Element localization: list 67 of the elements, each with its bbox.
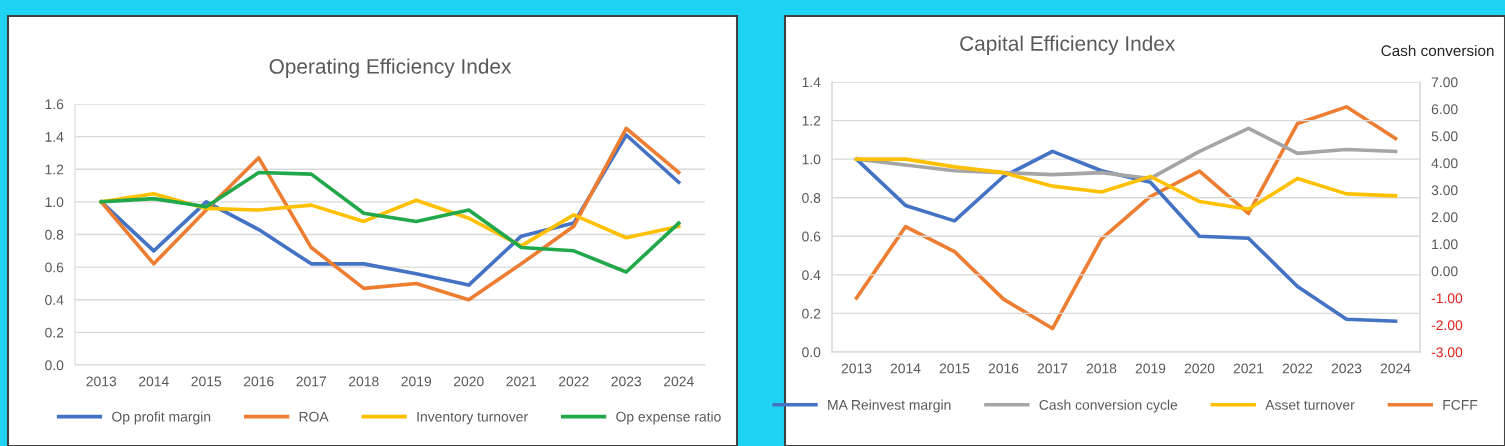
- y2-tick-label: 3.00: [1431, 185, 1458, 196]
- legend-label: Op expense ratio: [616, 411, 721, 425]
- y-tick-label: 1.0: [802, 154, 821, 165]
- y2-tick-label: 1.00: [1432, 239, 1458, 250]
- y-tick-label: 1.2: [45, 164, 64, 175]
- x-tick-label: 2017: [1037, 363, 1068, 374]
- y2-tick-label: 7.00: [1431, 77, 1458, 88]
- x-tick-label: 2016: [244, 376, 274, 387]
- y-tick-label: 1.6: [45, 99, 64, 110]
- y-tick-label: 0.8: [45, 229, 64, 240]
- y-tick-label: 0.4: [802, 270, 821, 281]
- x-tick-label: 2022: [559, 376, 589, 387]
- x-tick-label: 2014: [139, 376, 169, 387]
- y2-tick-label: 4.00: [1431, 158, 1458, 169]
- x-tick-label: 2023: [611, 376, 642, 387]
- y-tick-label: 1.4: [802, 77, 821, 88]
- line-series: [99, 170, 681, 274]
- y-tick-label: 0.2: [45, 327, 64, 338]
- x-tick-label: 2019: [1135, 363, 1166, 374]
- x-tick-label: 2016: [988, 363, 1019, 374]
- legend-label: FCFF: [1443, 399, 1478, 410]
- x-tick-label: 2018: [349, 376, 379, 387]
- legend-label: Op profit margin: [112, 411, 211, 425]
- x-tick-label: 2022: [1282, 363, 1313, 374]
- y2-tick-label: -1.00: [1431, 293, 1463, 304]
- legend-label: MA Reinvest margin: [828, 399, 951, 413]
- x-tick-label: 2015: [191, 376, 222, 387]
- y-tick-label: 0.6: [45, 262, 64, 273]
- y-tick-label: 0.8: [802, 193, 821, 203]
- y2-axis-title: Cash conversion: [1381, 44, 1494, 57]
- legend-label: ROA: [299, 411, 329, 422]
- x-tick-label: 2024: [1380, 363, 1411, 374]
- legend-label: Inventory turnover: [417, 411, 528, 425]
- chart-title: Capital Efficiency Index: [960, 35, 1176, 55]
- legend-label: Cash conversion cycle: [1039, 399, 1178, 413]
- y-tick-label: 0.6: [802, 231, 821, 242]
- y2-tick-label: 6.00: [1431, 104, 1458, 115]
- y2-tick-label: 2.00: [1431, 212, 1458, 223]
- x-tick-label: 2015: [939, 363, 970, 374]
- y2-tick-label: 5.00: [1431, 131, 1458, 142]
- y-tick-label: 1.0: [45, 197, 64, 208]
- y2-tick-label: -3.00: [1431, 347, 1463, 358]
- x-tick-label: 2013: [841, 363, 872, 374]
- x-tick-label: 2024: [664, 376, 694, 387]
- x-tick-label: 2021: [1233, 363, 1264, 374]
- x-tick-label: 2020: [1184, 363, 1215, 374]
- y-tick-label: 1.4: [45, 132, 64, 142]
- y-tick-label: 0.4: [45, 295, 64, 305]
- x-tick-label: 2023: [1331, 363, 1362, 374]
- y-tick-label: 1.2: [802, 115, 821, 126]
- x-tick-label: 2018: [1086, 363, 1117, 374]
- line-series: [854, 149, 1398, 323]
- y2-tick-label: -2.00: [1431, 320, 1463, 331]
- legend-label: Asset turnover: [1265, 400, 1355, 410]
- line-series: [854, 105, 1398, 331]
- y2-tick-label: 0.00: [1431, 266, 1458, 277]
- x-tick-label: 2017: [296, 376, 326, 387]
- x-tick-label: 2021: [506, 376, 537, 387]
- x-tick-label: 2013: [86, 376, 117, 387]
- y-tick-label: 0.0: [802, 347, 821, 358]
- line-series: [854, 157, 1398, 212]
- y-tick-label: 0.0: [45, 360, 64, 371]
- x-tick-label: 2014: [890, 363, 921, 374]
- chart-title: Operating Efficiency Index: [269, 58, 512, 78]
- x-tick-label: 2020: [454, 376, 484, 387]
- x-tick-label: 2019: [401, 376, 432, 387]
- y-tick-label: 0.2: [802, 308, 821, 319]
